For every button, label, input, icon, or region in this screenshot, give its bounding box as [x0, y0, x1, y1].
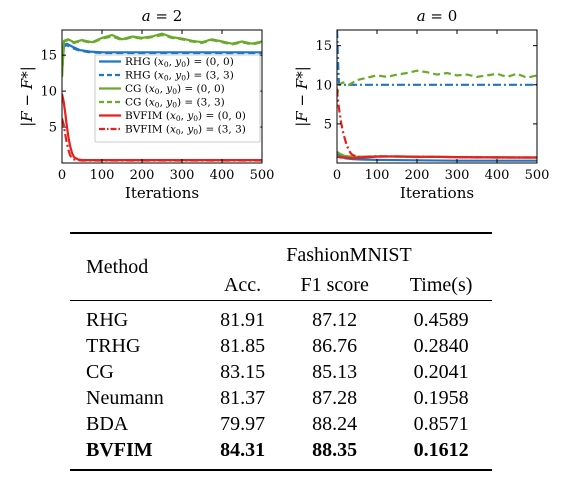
series-line-3 [62, 33, 262, 77]
y-tick-label: 5 [49, 121, 57, 136]
series-group [337, 30, 537, 162]
chart-right: 0 100 200 300 400 500 5 10 15 a = 0 Iterations |F −… [293, 7, 549, 202]
chart-title: a = 2 [142, 7, 183, 25]
method-cell: TRHG [86, 335, 141, 357]
dataset-header: FashionMNIST [206, 232, 492, 270]
series-line-1 [337, 30, 537, 86]
plot-frame [336, 29, 538, 164]
y-tick-label: 15 [40, 49, 57, 64]
x-tick-label: 100 [90, 168, 115, 183]
time-cell: 0.1958 [413, 387, 469, 409]
x-tick-label: 200 [130, 168, 155, 183]
table-row: CG 83.15 85.13 0.2041 [70, 359, 492, 385]
y-axis-label: |F − F*| [18, 66, 36, 127]
x-tick-label: 300 [445, 168, 470, 183]
x-tick-label: 500 [525, 168, 550, 183]
legend-box [94, 54, 261, 143]
results-table: Method FashionMNIST Acc. F1 score Time(s… [70, 232, 492, 471]
acc-cell: 84.31 [206, 437, 280, 471]
legend-entry: BVFIM (x0, y0) = (0, 0) [125, 110, 246, 123]
x-tick-label: 100 [365, 168, 390, 183]
x-tick-label: 0 [58, 168, 66, 183]
method-cell: RHG [70, 300, 206, 333]
table-row: BDA 79.97 88.24 0.8571 [70, 411, 492, 437]
table-row: TRHG 81.85 86.76 0.2840 [70, 333, 492, 359]
method-cell: BVFIM [70, 437, 206, 471]
chart-left: 0 100 200 300 400 500 5 10 15 a = 2 Iterations |F −… [18, 7, 274, 202]
series-line-3 [337, 69, 537, 97]
f1-cell: 88.35 [279, 437, 391, 471]
table-header-row-metrics: Acc. F1 score Time(s) [70, 270, 492, 301]
method-column-header: Method [70, 232, 206, 301]
legend-entry: BVFIM (x0, y0) = (3, 3) [125, 124, 246, 137]
y-tick-label: 10 [315, 78, 332, 93]
x-tick-label: 400 [485, 168, 510, 183]
legend: RHG (x0, y0) = (0, 0)RHG (x0, y0) = (3, … [94, 54, 261, 143]
y-tick-label: 10 [40, 85, 57, 100]
y-tick-label: 5 [324, 117, 332, 132]
time-cell: 0.4589 [390, 300, 492, 333]
acc-cell: 81.85 [220, 335, 266, 357]
time-cell: 0.8571 [413, 413, 469, 435]
table-row: BVFIM 84.31 88.35 0.1612 [70, 437, 492, 471]
y-axis-label: |F − F*| [293, 66, 311, 127]
column-header-time: Time(s) [409, 274, 473, 296]
acc-cell: 79.97 [220, 413, 266, 435]
table-row: Neumann 81.37 87.28 0.1958 [70, 385, 492, 411]
legend-entry: CG (x0, y0) = (0, 0) [125, 83, 225, 96]
f1-cell: 87.28 [312, 387, 358, 409]
acc-cell: 81.37 [220, 387, 266, 409]
time-cell: 0.2840 [413, 335, 469, 357]
series-group [62, 32, 262, 162]
x-tick-label: 0 [333, 168, 341, 183]
x-axis-label: Iterations [125, 184, 199, 202]
method-cell: BDA [86, 413, 129, 435]
legend-entry: RHG (x0, y0) = (0, 0) [125, 56, 234, 69]
series-line-5 [337, 88, 537, 159]
f1-cell: 85.13 [312, 361, 358, 383]
legend-entry: RHG (x0, y0) = (3, 3) [125, 70, 234, 83]
convergence-figure: 0 100 200 300 400 500 5 10 15 a = 2 Iterations |F −… [0, 0, 566, 215]
table-header-row-group: Method FashionMNIST [70, 232, 492, 301]
y-tick-label: 15 [315, 39, 332, 54]
f1-cell: 88.24 [312, 413, 358, 435]
x-tick-label: 500 [250, 168, 275, 183]
f1-cell: 87.12 [279, 300, 391, 333]
method-cell: Neumann [86, 387, 164, 409]
acc-cell: 83.15 [220, 361, 266, 383]
acc-cell: 81.91 [206, 300, 280, 333]
column-header-f1: F1 score [300, 274, 369, 296]
series-line-1 [62, 43, 262, 70]
series-line-5 [62, 118, 262, 162]
x-axis-label: Iterations [400, 184, 474, 202]
legend-entry: CG (x0, y0) = (3, 3) [125, 97, 225, 110]
x-tick-label: 200 [405, 168, 430, 183]
time-cell: 0.2041 [413, 361, 469, 383]
method-cell: CG [86, 361, 114, 383]
x-tick-label: 300 [170, 168, 195, 183]
plot-frame [61, 29, 263, 164]
f1-cell: 86.76 [312, 335, 358, 357]
time-cell: 0.1612 [390, 437, 492, 471]
table-body: RHG 81.91 87.12 0.4589 TRHG 81.85 86.76 0.2840 C… [70, 300, 492, 471]
results-table-wrap: Method FashionMNIST Acc. F1 score Time(s… [70, 232, 492, 471]
x-tick-label: 400 [210, 168, 235, 183]
table-row: RHG 81.91 87.12 0.4589 [70, 300, 492, 333]
chart-title: a = 0 [417, 7, 458, 25]
column-header-acc: Acc. [223, 274, 262, 296]
